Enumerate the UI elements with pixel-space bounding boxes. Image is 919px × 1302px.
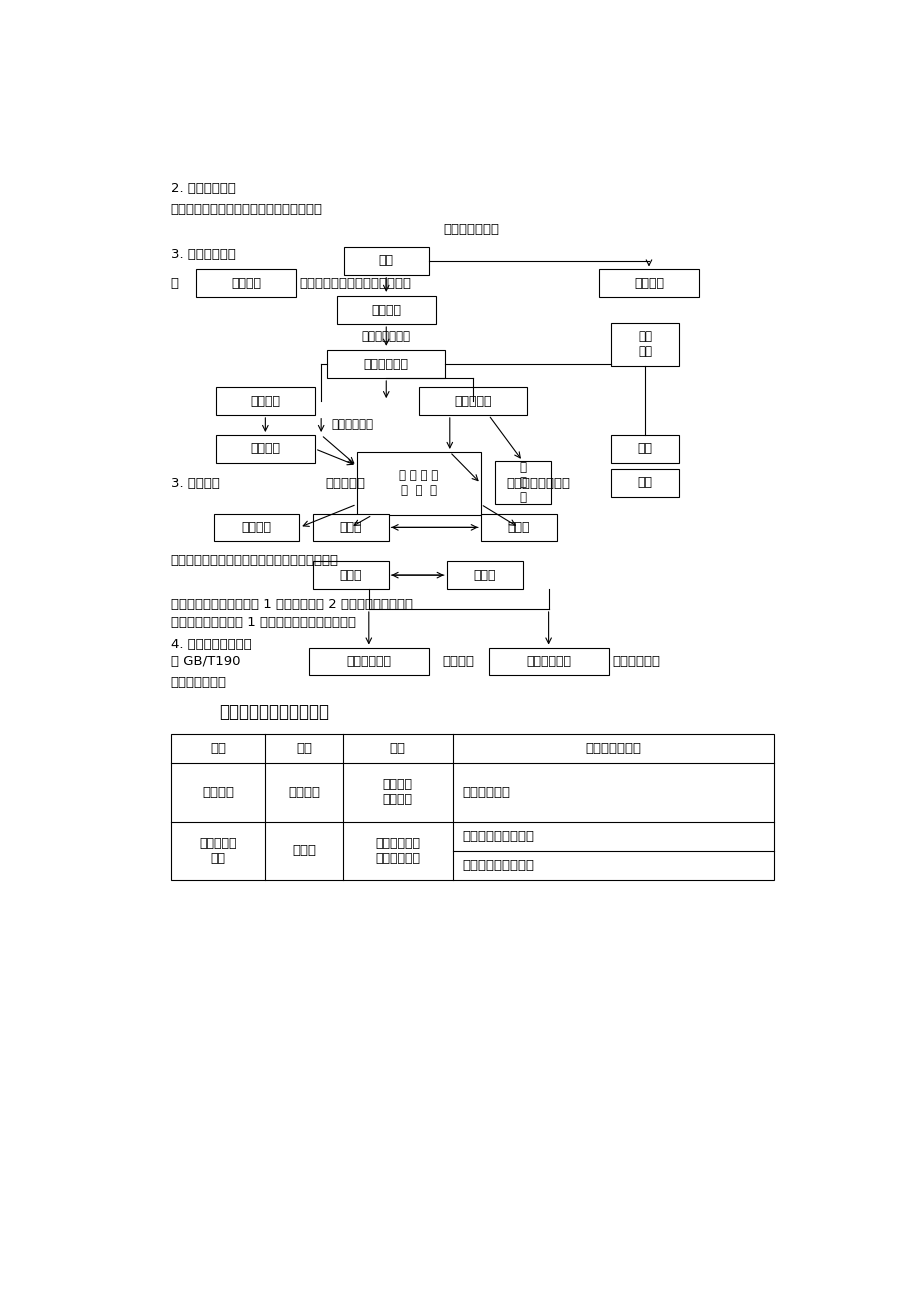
Text: 质检
总检: 质检 总检 [638, 331, 652, 358]
Text: 主办: 主办 [296, 742, 312, 755]
Text: 材料、技术、
质量、施工员: 材料、技术、 质量、施工员 [375, 837, 420, 865]
Bar [357, 452, 481, 516]
Text: 现场监理: 现场监理 [242, 521, 271, 534]
Bar [309, 647, 428, 676]
Text: 质量控制各要: 质量控制各要 [612, 655, 660, 668]
Text: 施工作业班: 施工作业班 [325, 477, 366, 490]
Bar [488, 647, 608, 676]
Text: 公司: 公司 [379, 254, 393, 267]
Text: 体系文献: 体系文献 [441, 655, 473, 668]
Text: 技术部: 技术部 [339, 521, 361, 534]
Bar [327, 350, 445, 378]
Text: 各专业施工队: 各专业施工队 [526, 655, 571, 668]
Text: 质量管理体系图: 质量管理体系图 [361, 329, 410, 342]
Bar [447, 561, 522, 589]
Text: 质量保证体系图: 质量保证体系图 [443, 223, 499, 236]
Text: 质: 质 [171, 277, 178, 290]
Bar [610, 469, 678, 496]
Text: 见插图，《质量管理体系图》。: 见插图，《质量管理体系图》。 [299, 277, 411, 290]
Text: 华岩安顿房项目部质量保证体系详见插图：: 华岩安顿房项目部质量保证体系详见插图： [171, 203, 323, 216]
Text: 执行文献和程序: 执行文献和程序 [584, 742, 641, 755]
Text: 资料员: 资料员 [292, 844, 316, 857]
Text: 施工操作班组: 施工操作班组 [346, 655, 391, 668]
Text: 实
验
员: 实 验 员 [518, 461, 526, 504]
Bar [336, 297, 436, 324]
Text: 按 GB/T190: 按 GB/T190 [171, 655, 240, 668]
Bar [216, 435, 314, 462]
Text: 系统中兼职质检员，在各班组中设兼职质检员。: 系统中兼职质检员，在各班组中设兼职质检员。 [171, 553, 338, 566]
Bar [418, 387, 527, 415]
Bar [214, 513, 299, 542]
Text: 监理总监: 监理总监 [250, 395, 280, 408]
Bar [610, 435, 678, 462]
Text: 3. 质量管理体系: 3. 质量管理体系 [171, 247, 235, 260]
Bar [344, 247, 428, 275]
Bar [598, 270, 698, 297]
Text: 协办: 协办 [390, 742, 405, 755]
Text: 项目经理: 项目经理 [371, 303, 401, 316]
Text: 项目副经理: 项目副经理 [454, 395, 492, 408]
Text: 质量保证手册: 质量保证手册 [461, 786, 510, 798]
Bar [312, 561, 388, 589]
Text: 项目总工程师: 项目总工程师 [331, 418, 373, 431]
Bar [481, 513, 556, 542]
Text: 质量总监: 质量总监 [633, 277, 664, 290]
Text: 要素: 要素 [210, 742, 226, 755]
Text: 质量保证经理: 质量保证经理 [363, 358, 408, 371]
Text: 综合部: 综合部 [473, 569, 495, 582]
Bar [216, 387, 314, 415]
Text: 培训的兼职质检员各 1 名，各班组班长兼质检员。: 培训的兼职质检员各 1 名，各班组班长兼质检员。 [171, 616, 356, 629]
Text: 建、安装队，供应: 建、安装队，供应 [505, 477, 570, 490]
Text: 材设部: 材设部 [339, 569, 361, 582]
Text: 文献和资料
控制: 文献和资料 控制 [199, 837, 236, 865]
Text: 工程部: 工程部 [507, 521, 529, 534]
Text: 素分派如下表：: 素分派如下表： [171, 677, 227, 690]
Text: 二、质量控制要素分派表: 二、质量控制要素分派表 [220, 703, 329, 721]
Bar [196, 270, 295, 297]
Text: 文献和资料控制程序: 文献和资料控制程序 [461, 829, 534, 842]
Text: 监理质检: 监理质检 [250, 443, 280, 456]
Bar [494, 461, 550, 504]
Text: 3. 质保及质: 3. 质保及质 [171, 477, 220, 490]
Text: 质保管理配有全职质保员 1 名，质检人员 2 名，各作业队配通过: 质保管理配有全职质保员 1 名，质检人员 2 名，各作业队配通过 [171, 598, 413, 611]
Bar [610, 323, 678, 366]
Text: 质量记录的控制程序: 质量记录的控制程序 [461, 859, 534, 872]
Text: 自检: 自检 [637, 477, 652, 490]
Text: 所有施工
管理人员: 所有施工 管理人员 [382, 779, 413, 806]
Text: 监理总监: 监理总监 [231, 277, 261, 290]
Text: 4. 质量控制职责分工: 4. 质量控制职责分工 [171, 638, 251, 651]
Text: 2. 质量保证体系: 2. 质量保证体系 [171, 182, 235, 195]
Text: 质检: 质检 [637, 443, 652, 456]
Text: 质量体系: 质量体系 [202, 786, 233, 798]
Text: 项目经理: 项目经理 [288, 786, 320, 798]
Text: 质 量 监 督
部  队  员: 质 量 监 督 部 队 员 [399, 470, 438, 497]
Bar [312, 513, 388, 542]
Bar [171, 734, 773, 880]
